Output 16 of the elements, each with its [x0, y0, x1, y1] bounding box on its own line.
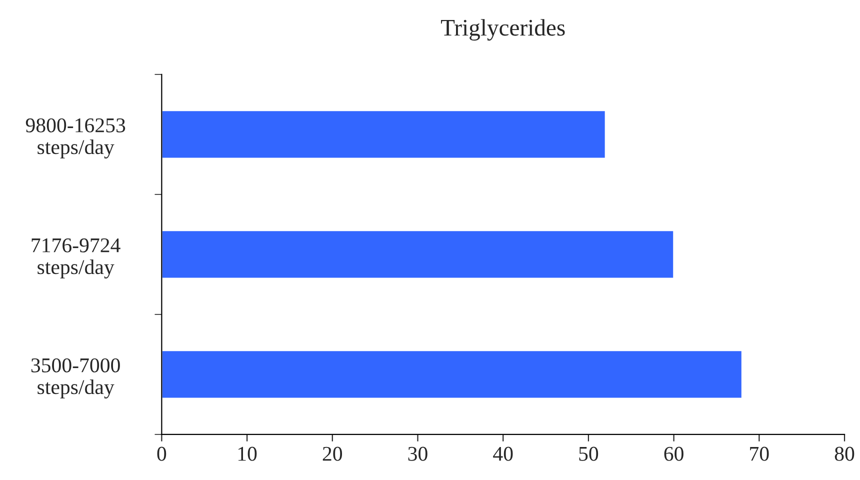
- y-tick-label: 9800-16253 steps/day: [26, 118, 126, 158]
- bar: [162, 110, 606, 160]
- x-tick-label: 70: [750, 446, 769, 461]
- x-tick-label: 20: [322, 446, 342, 461]
- x-tick-label: 30: [408, 446, 428, 461]
- x-tick-label: 60: [664, 446, 684, 461]
- x-tick-label: 40: [493, 446, 513, 461]
- x-tick-label: 10: [238, 446, 257, 461]
- x-tick-label: 50: [579, 446, 598, 461]
- chart-title: Triglycerides: [441, 19, 565, 41]
- bar: [162, 350, 743, 400]
- x-tick-label: 80: [834, 446, 854, 461]
- y-tick-label: 3500-7000 steps/day: [31, 358, 120, 398]
- bar: [162, 230, 675, 280]
- y-tick-label: 7176-9724 steps/day: [32, 238, 120, 278]
- x-tick-label: 0: [157, 446, 166, 461]
